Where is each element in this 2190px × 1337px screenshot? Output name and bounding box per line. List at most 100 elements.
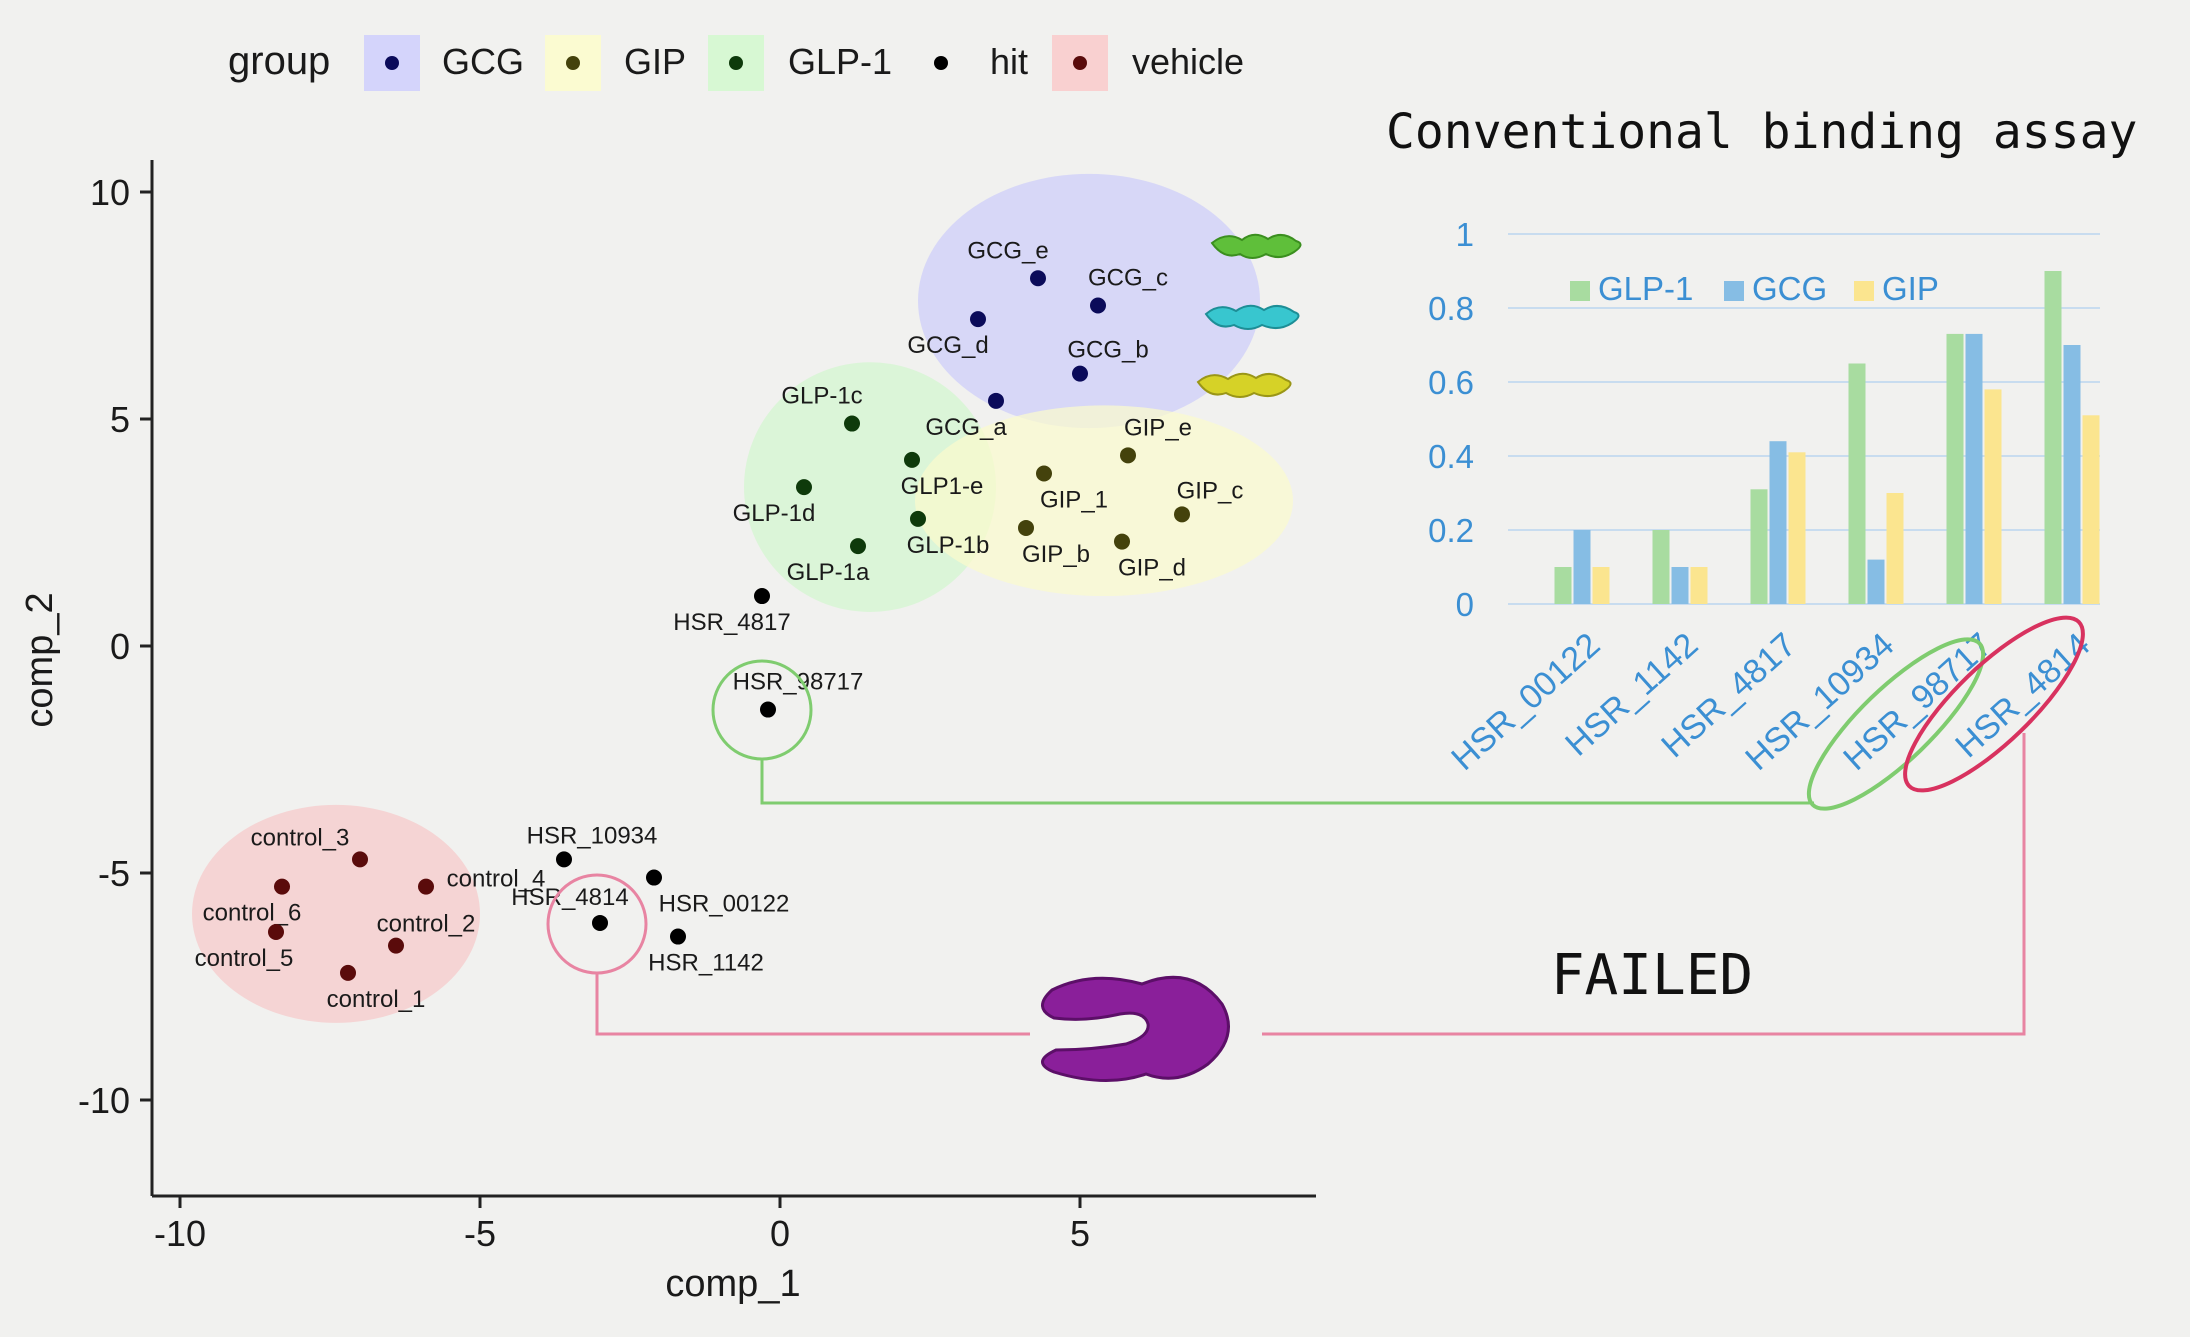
scatter-point-glp-1d — [796, 479, 812, 496]
y-tick-label: 10 — [90, 172, 130, 213]
bar-glp-1-hsr-4817 — [1750, 489, 1768, 604]
legend-label-vehicle: vehicle — [1132, 41, 1244, 82]
scatter-point-control-6 — [274, 878, 290, 895]
scatter-point-hsr-10934 — [556, 851, 572, 868]
x-tick-label: -5 — [464, 1213, 496, 1254]
legend-dot-vehicle — [1073, 56, 1087, 70]
point-label-gip-1: GIP_1 — [1040, 486, 1108, 513]
connector-line-pink-right — [1262, 733, 2026, 1036]
scatter-point-control-5 — [268, 924, 284, 941]
annotation-connectors: FAILED — [546, 615, 2085, 1036]
bar-chart: Conventional binding assay 0 0.2 0.4 0.6 0.8… — [1386, 104, 2137, 778]
point-label-control-2: control_2 — [377, 911, 476, 938]
protein-receptor-purple-icon — [1041, 975, 1230, 1082]
scatter-point-gcg-b — [1072, 365, 1088, 382]
scatter-point-glp-1c — [844, 415, 860, 432]
protein-gcg-icon — [1204, 304, 1300, 330]
legend-dot-gip — [566, 56, 580, 70]
bar-gcg-hsr-1142 — [1671, 567, 1689, 604]
legend: group GCG GIP GLP-1 hit vehicle — [228, 35, 1244, 91]
bar-glp-1-hsr-00122 — [1554, 567, 1572, 604]
bar-gcg-hsr-98717 — [1965, 333, 1983, 604]
cluster-ellipse-vehicle — [192, 804, 480, 1023]
point-label-hsr-10934: HSR_10934 — [527, 822, 658, 849]
bar-gcg-hsr-4814 — [2063, 345, 2081, 604]
x-axis-label: comp_1 — [665, 1263, 800, 1305]
y-tick-label: -10 — [78, 1080, 130, 1121]
legend-label-gcg: GCG — [442, 41, 524, 82]
bar-glp-1-hsr-1142 — [1652, 530, 1670, 604]
legend-dot-gcg — [385, 56, 399, 70]
bar-gip-hsr-00122 — [1592, 567, 1610, 604]
point-label-hsr-4817: HSR_4817 — [673, 609, 790, 636]
scatter-point-hsr-1142 — [670, 928, 686, 945]
scatter-point-gcg-d — [970, 311, 986, 328]
cluster-ellipse-gcg — [918, 173, 1260, 429]
bar-gcg-hsr-4817 — [1769, 441, 1787, 604]
point-label-glp-1b: GLP-1b — [907, 532, 990, 559]
protein-glp1-icon — [1210, 233, 1302, 259]
bar-gcg-hsr-00122 — [1573, 530, 1591, 604]
bar-legend-label-glp-1: GLP-1 — [1598, 270, 1693, 307]
bar-legend: GLP-1 GCG GIP — [1570, 270, 1939, 307]
bar-y-tick-label: 0.4 — [1428, 438, 1474, 475]
point-label-gcg-b: GCG_b — [1067, 337, 1148, 364]
scatter-points: GCG_e GCG_c GCG_d GCG_b GCG_a GLP-1c GLP1-e GLP… — [195, 237, 1244, 1013]
point-label-gip-b: GIP_b — [1022, 541, 1090, 568]
bar-gip-hsr-1142 — [1690, 567, 1708, 604]
bar-series — [1554, 271, 2100, 604]
scatter-point-control-1 — [340, 964, 356, 981]
bar-legend-swatch-glp-1 — [1570, 281, 1590, 301]
point-label-hsr-4814: HSR_4814 — [511, 884, 628, 911]
bar-legend-swatch-gip — [1854, 281, 1874, 301]
legend-label-gip: GIP — [624, 41, 686, 82]
bar-y-tick-label: 0.8 — [1428, 290, 1474, 327]
point-label-gcg-c: GCG_c — [1088, 265, 1168, 292]
point-label-gip-e: GIP_e — [1124, 414, 1192, 441]
bar-legend-label-gip: GIP — [1882, 270, 1939, 307]
point-label-gip-d: GIP_d — [1118, 555, 1186, 582]
scatter-point-control-4 — [418, 878, 434, 895]
point-label-gip-c: GIP_c — [1177, 477, 1244, 504]
point-label-gcg-d: GCG_d — [907, 332, 988, 359]
point-label-control-6: control_6 — [203, 900, 302, 927]
cluster-ellipses — [192, 173, 1293, 1023]
scatter-axes: comp_1 comp_2 — [19, 160, 1316, 1305]
legend-label-hit: hit — [990, 41, 1028, 82]
point-label-control-5: control_5 — [195, 945, 294, 972]
legend-dot-hit — [934, 56, 948, 70]
scatter-point-hsr-4814 — [592, 914, 608, 931]
point-label-control-1: control_1 — [327, 986, 426, 1013]
scatter-point-gip-b — [1018, 519, 1034, 536]
scatter-point-control-3 — [352, 851, 368, 868]
scatter-point-glp-1b — [910, 510, 926, 527]
legend-dot-glp1 — [729, 56, 743, 70]
bar-glp-1-hsr-10934 — [1848, 363, 1866, 604]
highlight-oval-hsr98717 — [1806, 637, 1986, 811]
highlight-oval-hsr4814 — [1903, 615, 2085, 793]
scatter-point-control-2 — [388, 937, 404, 954]
bar-legend-label-gcg: GCG — [1752, 270, 1827, 307]
bar-y-tick-label: 0 — [1456, 586, 1474, 623]
scatter-point-gip-c — [1174, 506, 1190, 523]
scatter-point-glp-1a — [850, 538, 866, 555]
y-tick-label: 5 — [110, 399, 130, 440]
x-tick-label: 0 — [770, 1213, 790, 1254]
point-label-glp-1d: GLP-1d — [733, 500, 816, 527]
scatter-point-glp1-e — [904, 451, 920, 468]
bar-gip-hsr-98717 — [1984, 389, 2002, 604]
bar-chart-title: Conventional binding assay — [1386, 104, 2137, 160]
protein-gip-icon — [1196, 372, 1292, 398]
y-tick-label: 0 — [110, 626, 130, 667]
bar-y-tick-label: 0.2 — [1428, 512, 1474, 549]
scatter-point-hsr-98717 — [760, 701, 776, 718]
y-tick-label: -5 — [98, 853, 130, 894]
bar-y-tick-label: 0.6 — [1428, 364, 1474, 401]
legend-label-glp1: GLP-1 — [788, 41, 892, 82]
scatter-point-gcg-e — [1030, 270, 1046, 287]
point-label-hsr-98717: HSR_98717 — [733, 669, 864, 696]
point-label-gcg-e: GCG_e — [967, 237, 1048, 264]
point-label-glp1-e: GLP1-e — [901, 473, 984, 500]
cluster-ellipse-gip — [915, 405, 1293, 597]
legend-title: group — [228, 39, 330, 83]
